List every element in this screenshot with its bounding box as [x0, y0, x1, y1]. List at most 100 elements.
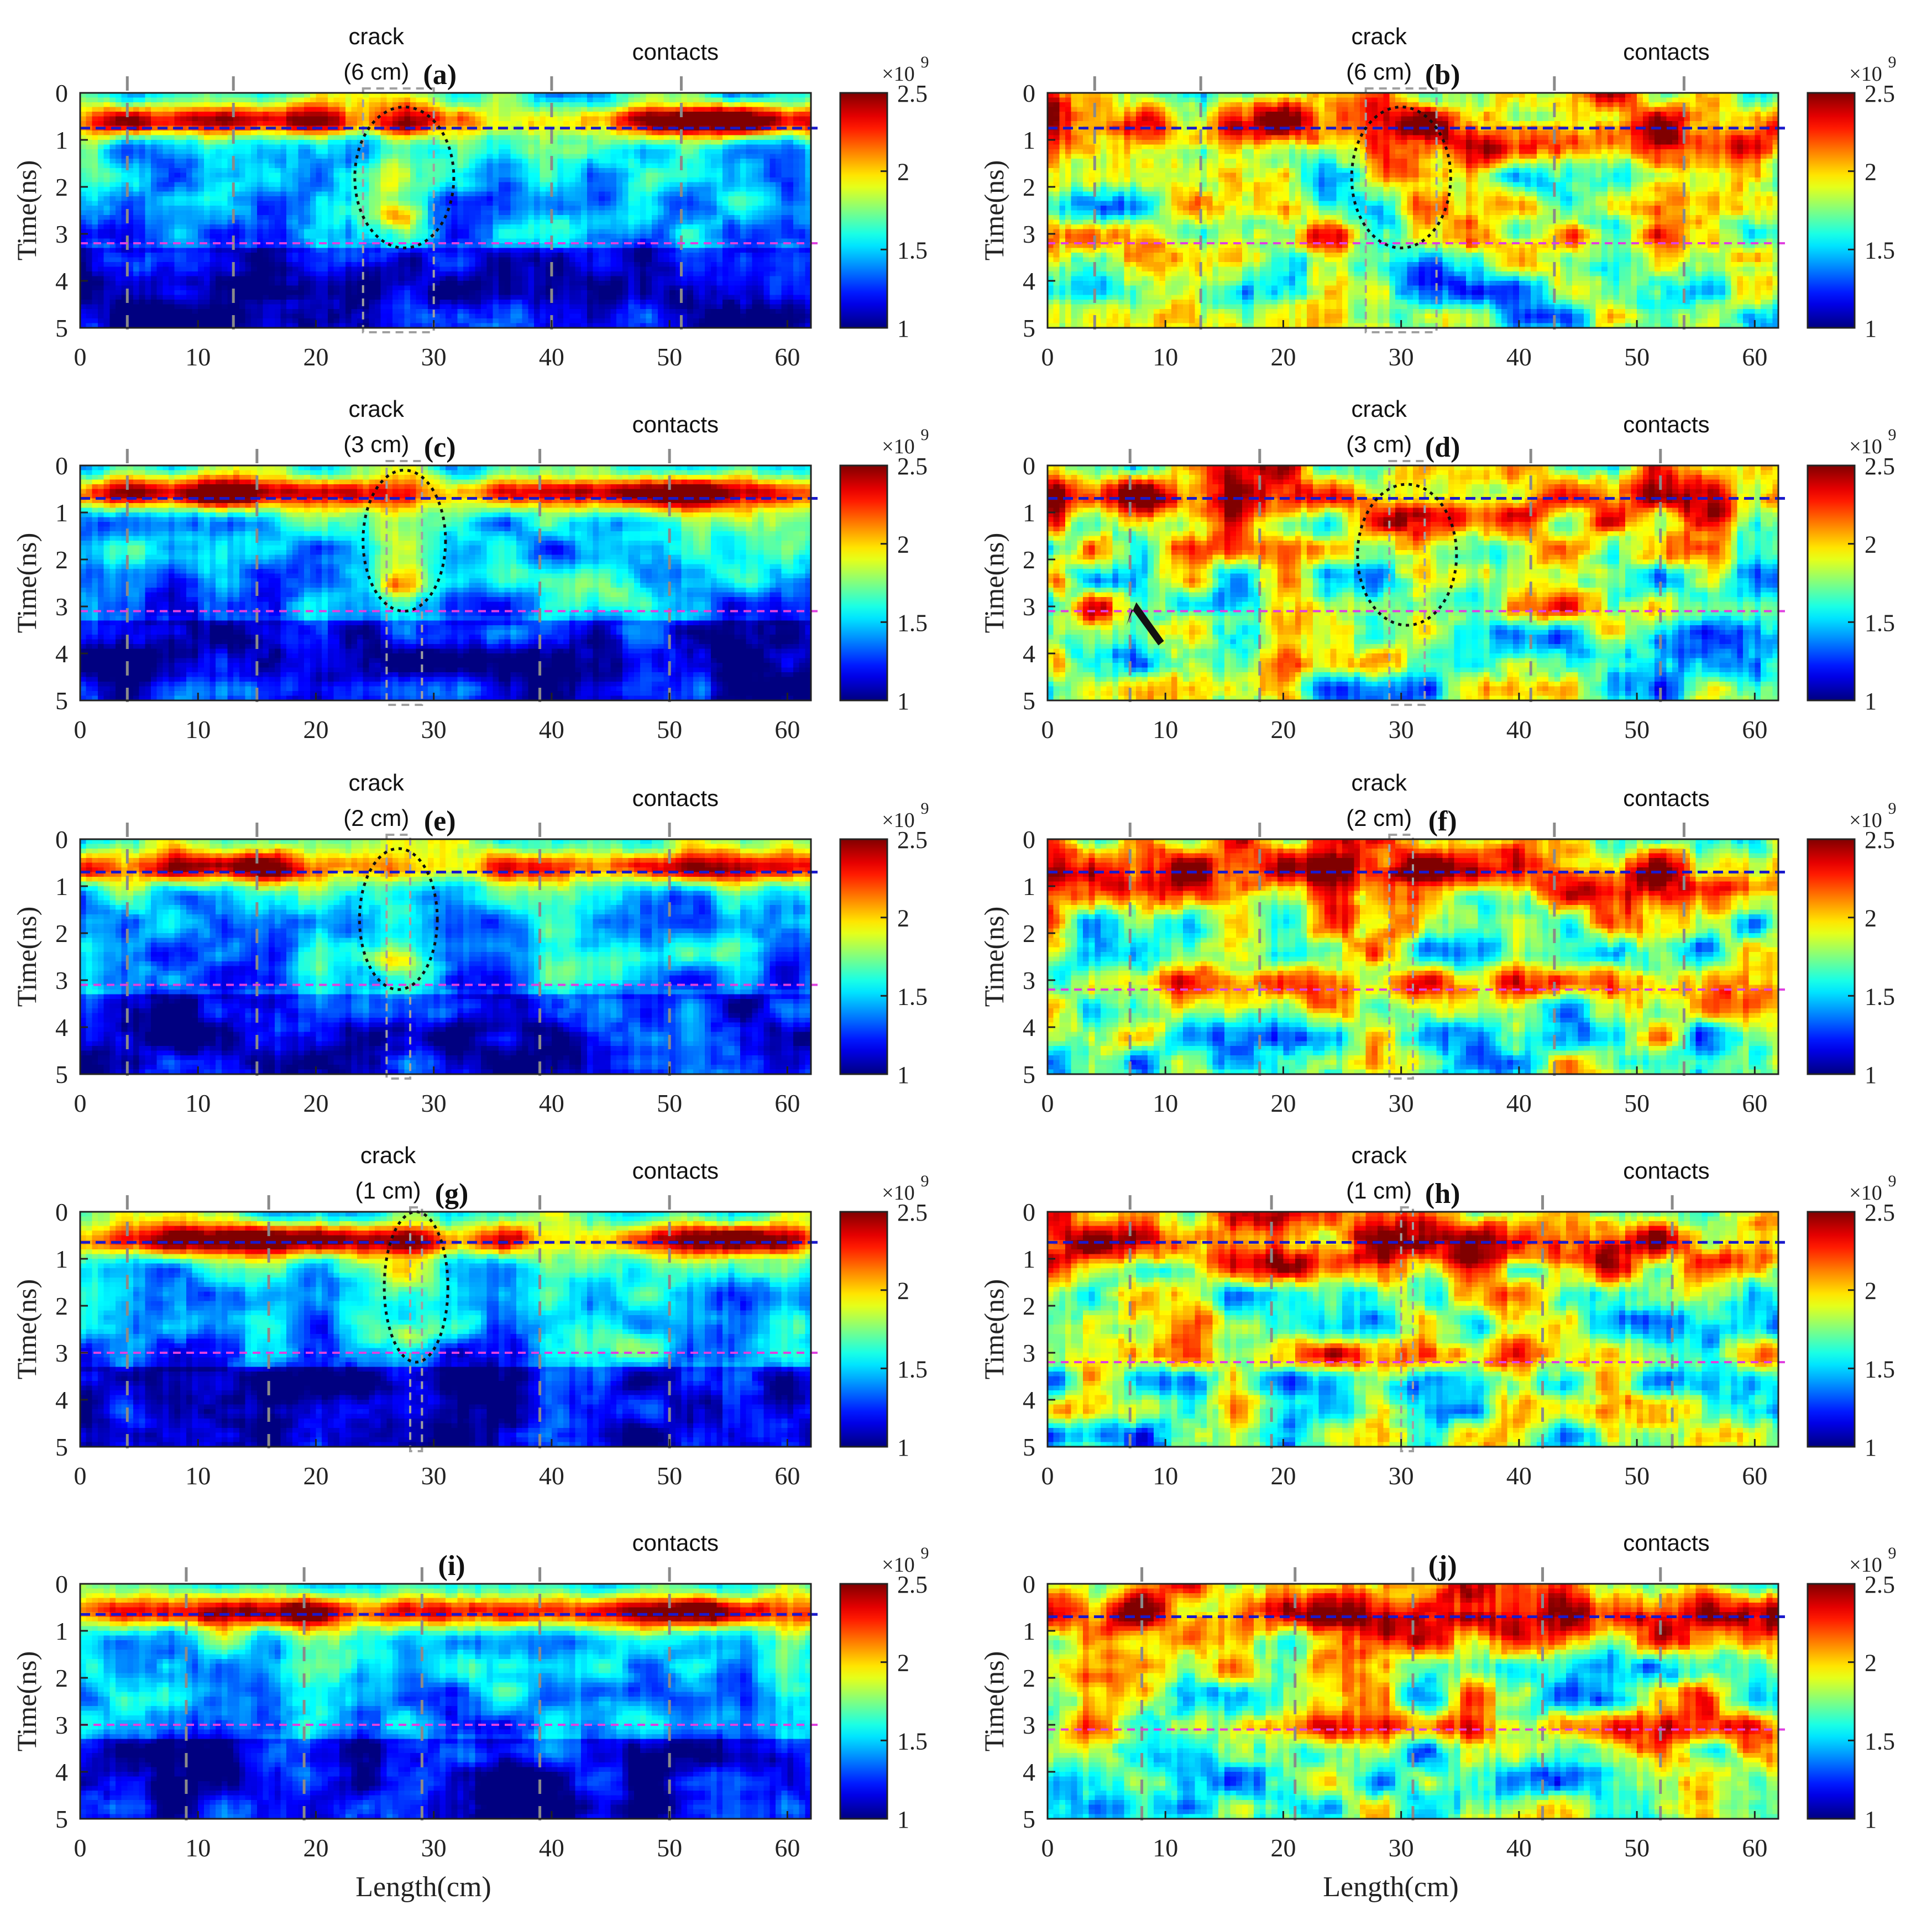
x-tick-label: 60 [1742, 1462, 1767, 1490]
x-tick-label: 10 [185, 343, 211, 371]
contacts-label: contacts [632, 1530, 719, 1556]
x-tick-label: 60 [1742, 715, 1767, 744]
x-tick-label: 30 [421, 343, 447, 371]
y-axis-label: Time(ns) [978, 1279, 1009, 1380]
colorbar-exponent-power: 9 [1888, 1544, 1897, 1562]
x-tick-label: 30 [421, 715, 447, 744]
colorbar-tick-label: 1 [1865, 1806, 1877, 1833]
colorbar-tick-label: 1.5 [1865, 609, 1895, 636]
x-tick-label: 10 [185, 1089, 211, 1117]
colorbar-tick-label: 1 [897, 1806, 909, 1833]
y-tick-label: 3 [1023, 966, 1035, 995]
crack-size: (6 cm) [343, 59, 409, 85]
x-tick-label: 40 [1506, 343, 1532, 371]
y-axis-label: Time(ns) [978, 1651, 1009, 1752]
x-tick-label: 30 [1389, 715, 1414, 744]
colorbar [840, 1212, 887, 1447]
y-tick-label: 5 [1023, 314, 1035, 342]
x-tick-label: 50 [1624, 715, 1650, 744]
y-tick-label: 3 [55, 1711, 68, 1739]
colorbar-exponent-power: 9 [1888, 799, 1897, 818]
colorbar-tick-label: 2 [1865, 531, 1877, 558]
x-tick-label: 40 [1506, 715, 1532, 744]
colorbar-exponent-base: ×10 [1849, 809, 1882, 832]
x-tick-label: 0 [1041, 1462, 1054, 1490]
crack-title: crack [1351, 770, 1407, 796]
crack-size: (2 cm) [1346, 805, 1412, 831]
colorbar-tick-label: 2 [897, 531, 909, 558]
y-tick-label: 3 [1023, 1339, 1035, 1367]
x-axis-label: Length(cm) [1323, 1871, 1458, 1903]
y-tick-label: 1 [55, 126, 68, 154]
x-tick-label: 50 [1624, 343, 1650, 371]
y-tick-label: 0 [1023, 79, 1035, 107]
y-tick-label: 0 [1023, 825, 1035, 854]
panel-i: 0 10 20 30 40 50 60012345Time(ns)Length(cm)(i)… [11, 1530, 929, 1903]
x-tick-label: 10 [185, 715, 211, 744]
x-tick-label: 20 [303, 1834, 328, 1862]
x-tick-label: 30 [1389, 343, 1414, 371]
heatmap-image [80, 1212, 811, 1447]
colorbar-exponent-power: 9 [921, 1544, 929, 1562]
y-tick-label: 1 [1023, 499, 1035, 527]
x-tick-label: 0 [1041, 1089, 1054, 1117]
y-tick-label: 1 [55, 1617, 68, 1645]
colorbar-tick-label: 1.5 [897, 237, 928, 264]
y-tick-label: 2 [55, 1292, 68, 1320]
colorbar-tick-label: 1 [1865, 1061, 1877, 1089]
x-tick-label: 50 [1624, 1089, 1650, 1117]
panel-label: (j) [1428, 1550, 1457, 1582]
contacts-label: contacts [1623, 1158, 1709, 1184]
y-tick-label: 1 [55, 872, 68, 901]
contacts-label: contacts [1623, 411, 1709, 437]
x-tick-label: 20 [303, 715, 328, 744]
x-tick-label: 60 [774, 1834, 800, 1862]
x-tick-label: 50 [657, 1089, 682, 1117]
y-tick-label: 3 [1023, 1711, 1035, 1739]
colorbar-tick-label: 1.5 [897, 609, 928, 636]
contacts-label: contacts [1623, 1530, 1709, 1556]
colorbar-tick-label: 2 [1865, 159, 1877, 186]
colorbar-tick-label: 2 [1865, 1278, 1877, 1305]
colorbar-tick-label: 1.5 [897, 983, 928, 1010]
y-tick-label: 0 [55, 452, 68, 480]
y-axis-label: Time(ns) [11, 1651, 42, 1752]
y-tick-label: 5 [55, 1805, 68, 1833]
x-tick-label: 0 [74, 1834, 87, 1862]
x-tick-label: 30 [1389, 1462, 1414, 1490]
y-tick-label: 3 [55, 966, 68, 995]
x-axis-label: Length(cm) [355, 1871, 491, 1903]
y-tick-label: 1 [1023, 126, 1035, 154]
y-tick-label: 5 [1023, 1433, 1035, 1461]
x-tick-label: 20 [1270, 1834, 1296, 1862]
colorbar-exponent-base: ×10 [882, 1553, 914, 1577]
x-tick-label: 60 [774, 343, 800, 371]
x-tick-label: 30 [1389, 1089, 1414, 1117]
y-axis-label: Time(ns) [978, 907, 1009, 1007]
contacts-label: contacts [632, 1158, 719, 1184]
colorbar [1808, 465, 1855, 700]
colorbar-exponent-power: 9 [1888, 53, 1897, 71]
panel-label: (h) [1425, 1178, 1460, 1210]
crack-size: (3 cm) [1346, 431, 1412, 457]
y-tick-label: 0 [55, 79, 68, 107]
y-axis-label: Time(ns) [11, 160, 42, 261]
x-tick-label: 20 [303, 343, 328, 371]
crack-size: (2 cm) [343, 805, 409, 831]
colorbar-exponent-base: ×10 [882, 62, 914, 86]
x-tick-label: 20 [303, 1462, 328, 1490]
colorbar-tick-label: 2 [1865, 1650, 1877, 1677]
colorbar [840, 1584, 887, 1819]
y-tick-label: 3 [1023, 220, 1035, 248]
x-tick-label: 60 [774, 715, 800, 744]
y-tick-label: 2 [1023, 919, 1035, 948]
x-tick-label: 50 [657, 1462, 682, 1490]
panel-label: (b) [1425, 59, 1460, 91]
y-tick-label: 0 [55, 1198, 68, 1226]
crack-title: crack [1351, 1142, 1407, 1168]
